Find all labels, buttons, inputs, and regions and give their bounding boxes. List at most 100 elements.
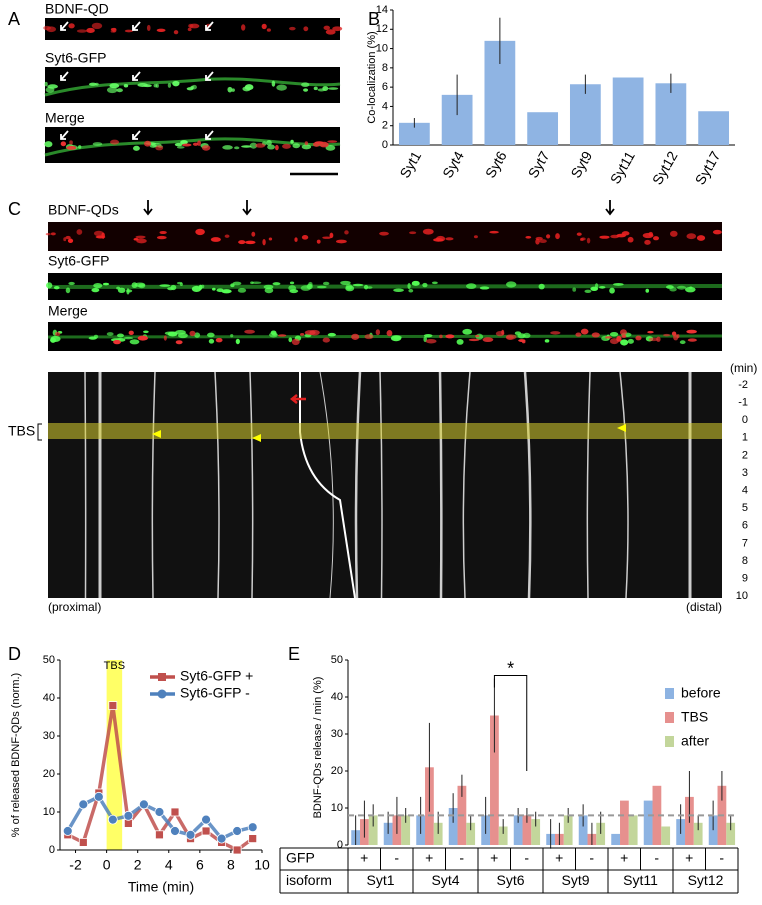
puncta: [50, 337, 57, 343]
significance-bracket: [493, 675, 528, 771]
bar: [655, 83, 687, 145]
puncta: [289, 289, 299, 294]
puncta: [544, 339, 550, 343]
puncta: [267, 144, 275, 150]
y-axis-label: Co-localization (%): [366, 31, 378, 123]
legend-label: after: [681, 733, 709, 749]
puncta: [579, 237, 584, 242]
arrow: [205, 130, 214, 140]
puncta: [479, 286, 490, 290]
bar: [513, 815, 523, 845]
puncta: [411, 280, 420, 286]
puncta: [167, 331, 178, 337]
puncta: [627, 338, 634, 344]
x-tick-label: Syt9: [567, 148, 595, 180]
puncta: [525, 236, 532, 239]
x-tick-label: Syt1: [396, 148, 424, 180]
isoform-label: Syt4: [431, 872, 459, 888]
puncta: [227, 86, 233, 93]
puncta: [172, 80, 180, 87]
puncta: [687, 338, 697, 342]
x-tick-label: Syt17: [692, 148, 724, 187]
bar: [611, 833, 621, 845]
puncta: [167, 287, 174, 291]
x-tick-label: Syt6: [482, 148, 510, 180]
highlight-label: TBS: [104, 660, 125, 672]
row-label: GFP: [286, 850, 315, 866]
y-tick-label: 10: [376, 42, 388, 54]
legend-label: before: [681, 685, 721, 701]
puncta: [591, 332, 600, 338]
gfp-label: +: [555, 850, 563, 866]
kymo-trace: [84, 371, 87, 599]
puncta: [230, 333, 234, 338]
arrow: [132, 21, 141, 31]
puncta: [113, 339, 121, 345]
arrow: [132, 130, 141, 140]
puncta: [135, 235, 146, 239]
puncta: [610, 234, 620, 239]
puncta: [425, 339, 437, 344]
puncta: [173, 30, 179, 35]
bar: [531, 819, 541, 845]
arrow: [132, 71, 141, 81]
gfp-label: +: [620, 850, 628, 866]
puncta: [575, 332, 582, 337]
puncta: [67, 238, 74, 243]
puncta: [76, 229, 83, 235]
puncta: [327, 332, 336, 337]
puncta: [599, 285, 606, 289]
puncta: [221, 289, 232, 294]
kymo-trace: [214, 371, 220, 599]
puncta: [250, 281, 254, 285]
gfp-label: -: [589, 850, 594, 866]
puncta: [422, 282, 428, 288]
y-axis-label: BDNF-QDs release / min (%): [312, 677, 324, 819]
puncta: [177, 332, 188, 339]
distal-label: (distal): [686, 600, 722, 614]
puncta: [45, 232, 51, 236]
kymo-trace: [523, 371, 532, 599]
puncta: [539, 239, 547, 244]
puncta: [95, 82, 99, 86]
proximal-label: (proximal): [48, 600, 101, 614]
puncta: [319, 141, 329, 148]
puncta: [91, 22, 103, 29]
puncta: [156, 28, 166, 33]
puncta: [645, 288, 650, 293]
kymo-trace: [462, 371, 471, 599]
bar: [527, 112, 559, 145]
x-axis-label: Time (min): [128, 879, 194, 895]
puncta: [53, 286, 60, 290]
isoform-label: Syt6: [496, 872, 524, 888]
puncta: [288, 337, 293, 343]
puncta: [422, 228, 434, 235]
puncta: [580, 328, 589, 335]
puncta: [390, 335, 402, 342]
puncta: [621, 334, 627, 338]
bar: [368, 815, 378, 845]
arrow: [143, 200, 153, 216]
x-tick-label: Syt12: [649, 148, 681, 187]
kymo-trace: [319, 371, 334, 599]
legend-swatch: [665, 712, 674, 723]
marker: [170, 826, 180, 836]
puncta: [712, 229, 722, 235]
x-tick-label: Syt11: [607, 148, 638, 186]
puncta: [462, 328, 473, 335]
y-tick-label: 14: [376, 4, 388, 16]
puncta: [352, 283, 364, 287]
puncta: [473, 235, 478, 239]
puncta: [242, 86, 251, 92]
puncta: [274, 144, 279, 151]
puncta: [76, 29, 87, 33]
puncta: [546, 234, 551, 239]
time-label: 3: [742, 467, 748, 479]
puncta: [156, 235, 167, 240]
puncta: [251, 231, 256, 237]
marker: [62, 826, 73, 836]
image-label: Syt6-GFP: [48, 253, 109, 269]
bar: [726, 822, 736, 845]
marker: [232, 845, 242, 855]
bar: [620, 800, 629, 845]
